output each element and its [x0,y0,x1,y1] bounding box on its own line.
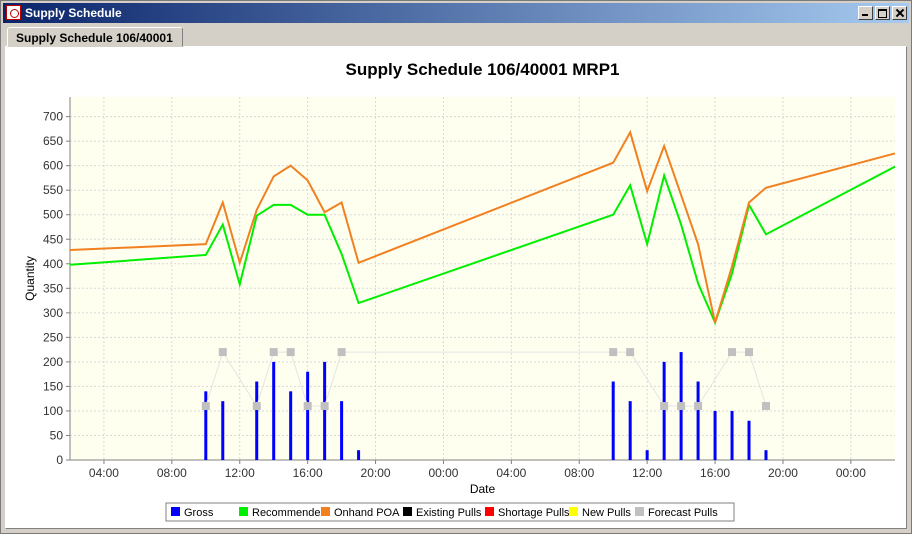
forecast-pull-marker [660,402,669,411]
legend-swatch [321,507,330,516]
gross-bar [221,401,225,460]
forecast-pull-marker [201,402,210,411]
x-tick-label: 08:00 [564,466,594,480]
forecast-pull-marker [626,348,635,357]
chart-title: Supply Schedule 106/40001 MRP1 [345,60,619,79]
y-tick-label: 600 [43,159,63,173]
onhand-poa-line [69,129,896,323]
x-axis-label: Date [470,482,496,496]
legend-label: Forecast Pulls [648,507,718,519]
gross-bar [628,401,632,460]
x-tick-label: 00:00 [428,466,458,480]
y-tick-label: 400 [43,257,63,271]
x-tick-label: 12:00 [225,466,255,480]
y-axis-label: Quantity [23,256,37,301]
gross-bar [611,381,615,460]
x-tick-label: 04:00 [496,466,526,480]
legend-box [165,502,735,522]
y-tick-label: 150 [43,379,63,393]
forecast-pull-marker [286,348,295,357]
y-tick-label: 100 [43,404,63,418]
gross-bar [713,410,717,460]
forecast-pulls-connector [205,350,767,408]
gross-bar [340,401,344,460]
maximize-button[interactable] [875,6,890,20]
gross-bar [696,381,700,460]
x-tick-label: 12:00 [632,466,662,480]
close-button[interactable] [892,6,907,20]
forecast-pull-marker [745,348,754,357]
forecast-pull-marker [337,348,346,357]
legend-swatch [171,507,180,516]
supply-chart: Supply Schedule 106/40001 MRP1 0 50 100 150 2… [23,60,896,522]
gross-bar [747,420,751,460]
forecast-pull-marker [303,402,312,411]
legend-label: Onhand POA [334,507,400,519]
y-tick-label: 300 [43,306,63,320]
forecast-pull-marker [609,348,618,357]
gross-bar [357,450,361,460]
gross-bar [289,391,293,460]
y-tick-label: 50 [50,428,64,442]
y-tick-label: 700 [43,110,63,124]
legend-label: Existing Pulls [416,507,482,519]
y-tick-label: 200 [43,355,63,369]
forecast-pull-marker [252,402,261,411]
forecast-pull-marker [320,402,329,411]
gross-bar [306,371,310,460]
y-tick-label: 450 [43,232,63,246]
forecast-pull-marker [269,348,278,357]
x-tick-label: 16:00 [700,466,730,480]
legend-label: New Pulls [582,507,631,519]
legend-label: Gross [184,507,214,519]
gross-bar [730,410,734,460]
legend-label: Recommended [252,507,327,519]
gross-bar [662,361,666,460]
gross-bar [255,381,259,460]
x-tick-label: 20:00 [361,466,391,480]
x-tick-label: 20:00 [768,466,798,480]
forecast-pull-marker [761,402,770,411]
legend-label: Shortage Pulls [498,507,570,519]
gross-bar [323,361,327,460]
x-tick-label: 04:00 [89,466,119,480]
title-bar[interactable]: Supply Schedule [3,3,909,23]
legend: Gross Recommended Onhand POA Existing Pulls… [165,502,735,522]
forecast-pull-marker [694,402,703,411]
tab-supply-schedule[interactable]: Supply Schedule 106/40001 [7,27,183,47]
y-tick-label: 350 [43,281,63,295]
legend-swatch [403,507,412,516]
minimize-button[interactable] [858,6,873,20]
x-tick-label: 00:00 [836,466,866,480]
gross-bar [204,391,208,460]
gross-bar [272,361,276,460]
y-tick-label: 0 [56,453,63,467]
y-tick-label: 250 [43,330,63,344]
app-icon [6,5,21,20]
forecast-pull-marker [728,348,737,357]
x-tick-label: 16:00 [293,466,323,480]
plot-area [70,97,895,460]
y-tick-label: 550 [43,183,63,197]
legend-swatch [635,507,644,516]
y-tick-label: 500 [43,208,63,222]
legend-swatch [239,507,248,516]
y-tick-label: 650 [43,134,63,148]
gross-bar [764,450,768,460]
gross-bar [645,450,649,460]
x-tick-label: 08:00 [157,466,187,480]
forecast-pull-marker [218,348,227,357]
legend-swatch [485,507,494,516]
legend-swatch [569,507,578,516]
chart-panel: Supply Schedule 106/40001 MRP1 0 50 100 150 2… [5,46,907,529]
recommended-line [69,165,896,326]
forecast-pull-marker [677,402,686,411]
window-title: Supply Schedule [25,6,122,20]
